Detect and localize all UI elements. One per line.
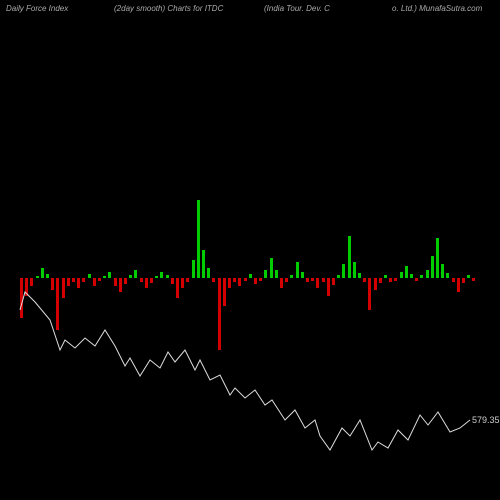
header-mid1: (2day smooth) Charts for ITDC <box>114 4 223 13</box>
price-line <box>20 292 470 450</box>
header-right: o. Ltd.) MunafaSutra.com <box>392 4 482 13</box>
price-line-chart <box>10 20 490 500</box>
header-mid2: (India Tour. Dev. C <box>264 4 330 13</box>
header-left: Daily Force Index <box>6 4 68 13</box>
chart-header: Daily Force Index (2day smooth) Charts f… <box>0 4 500 18</box>
price-label: 579.35 <box>472 415 500 425</box>
chart-area: 579.35 <box>10 20 490 500</box>
